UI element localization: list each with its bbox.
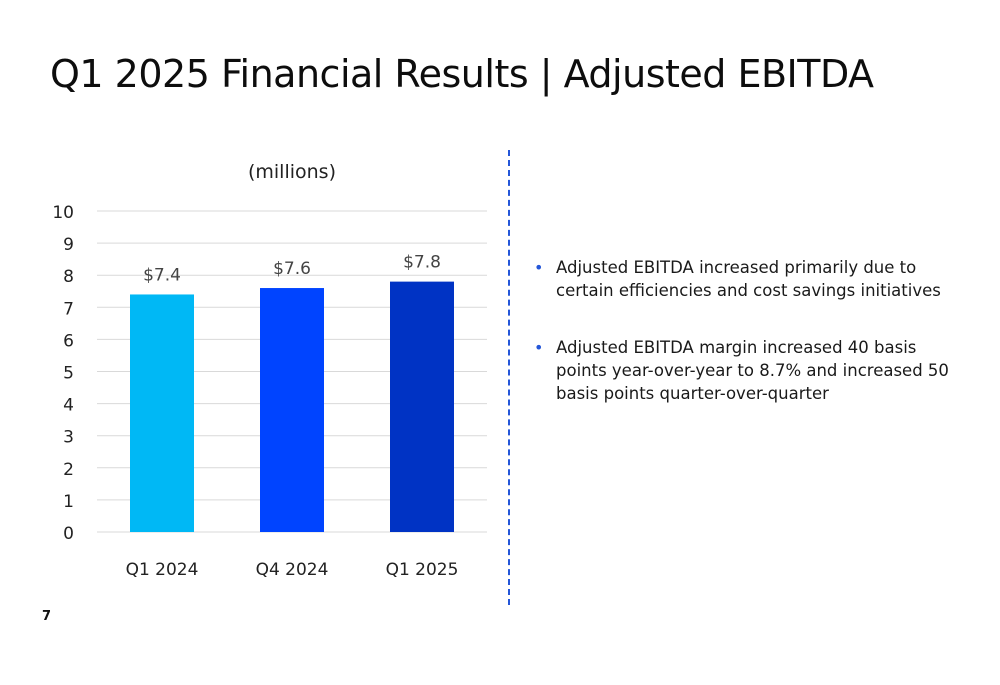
x-tick-label: Q1 2024: [126, 560, 199, 580]
bullet-text: Adjusted EBITDA increased primarily due …: [556, 258, 941, 300]
bullet-item: • Adjusted EBITDA increased primarily du…: [530, 256, 960, 302]
bar: [130, 294, 194, 532]
bullet-item: • Adjusted EBITDA margin increased 40 ba…: [530, 336, 960, 405]
y-tick-label: 10: [52, 203, 74, 223]
x-tick-label: Q4 2024: [256, 560, 329, 580]
y-tick-label: 7: [63, 299, 74, 319]
page-number: 7: [42, 609, 52, 624]
x-tick-label: Q1 2025: [386, 560, 459, 580]
bullet-text: Adjusted EBITDA margin increased 40 basi…: [556, 338, 949, 403]
y-tick-label: 3: [63, 428, 74, 448]
commentary-list: • Adjusted EBITDA increased primarily du…: [530, 256, 960, 439]
y-tick-label: 9: [63, 235, 74, 255]
y-tick-label: 1: [63, 492, 74, 512]
data-label: $7.8: [403, 253, 441, 273]
page-title: Q1 2025 Financial Results | Adjusted EBI…: [50, 52, 874, 96]
data-label: $7.4: [143, 265, 181, 285]
y-tick-label: 6: [63, 331, 74, 351]
y-tick-label: 5: [63, 364, 74, 384]
bullet-icon: •: [534, 338, 544, 357]
y-tick-label: 2: [63, 460, 74, 480]
section-divider: [508, 150, 510, 605]
y-tick-label: 8: [63, 267, 74, 287]
bar: [390, 281, 454, 532]
chart-title: (millions): [248, 161, 336, 183]
bar: [260, 288, 324, 532]
bar-chart: (millions) 0 1 2 3 4 5 6 7 8 9 10 $7.4 Q1 2024 $7.6 Q4 …: [52, 161, 487, 580]
data-label: $7.6: [273, 259, 311, 279]
y-tick-label: 4: [63, 396, 74, 416]
y-tick-label: 0: [63, 524, 74, 544]
bullet-icon: •: [534, 258, 544, 277]
